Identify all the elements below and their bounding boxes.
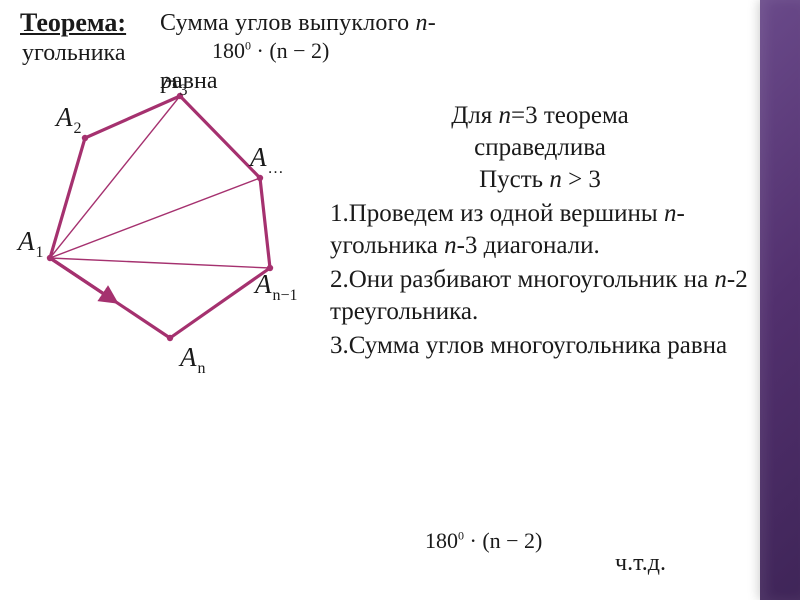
statement-n: n	[415, 10, 427, 36]
proof-step-1: 1.Проведем из одной вершины n-угольника …	[330, 198, 750, 262]
proof-l3-n: n	[549, 166, 562, 193]
proof-line-1: Для n=3 теорема	[330, 100, 750, 132]
statement-part1: Сумма углов выпуклого	[160, 10, 415, 36]
proof-s2-pre: 2.Они разбивают многоугольник на	[330, 266, 714, 293]
svg-text:An−1: An−1	[253, 269, 298, 304]
qed: ч.т.д.	[615, 550, 666, 577]
statement-word: угольника	[22, 40, 126, 67]
proof-s1-n2: n	[444, 232, 457, 259]
statement-text: Сумма углов выпуклого n-	[160, 10, 436, 37]
proof-s2-n: n	[714, 266, 727, 293]
decorative-right-band	[760, 0, 800, 600]
proof-s1-pre: 1.Проведем из одной вершины	[330, 200, 664, 227]
proof-step-3: 3.Сумма углов многоугольника равна	[330, 330, 750, 362]
statement-dash: -	[428, 10, 436, 36]
proof-l1-post: =3 теорема	[511, 102, 629, 129]
svg-text:An: An	[178, 342, 206, 377]
proof-formula: 1800 · (n − 2)	[425, 528, 542, 554]
proof-step-2: 2.Они разбивают многоугольник на n-2 тре…	[330, 264, 750, 328]
svg-text:A3: A3	[160, 78, 188, 99]
proof-l3-pre: Пусть	[479, 166, 549, 193]
polygon-diagram: A1 A2 A3 A… An−1 An	[10, 78, 330, 378]
proof-formula-180: 180	[425, 528, 458, 553]
theorem-title: Теорема:	[20, 8, 126, 38]
proof-l1-n: n	[499, 102, 512, 129]
slide-page: Теорема: Сумма углов выпуклого n- угольн…	[0, 0, 800, 600]
svg-text:A2: A2	[54, 102, 82, 137]
formula-tail: · (n − 2)	[251, 38, 329, 63]
proof-block: Для n=3 теорема справедлива Пусть n > 3 …	[330, 100, 750, 362]
proof-l3-post: > 3	[562, 166, 601, 193]
proof-s1-post: -3 диагонали.	[457, 232, 600, 259]
svg-text:A…: A…	[248, 142, 284, 177]
svg-text:A1: A1	[16, 226, 44, 261]
proof-l1-pre: Для	[451, 102, 498, 129]
proof-line-2: справедлива	[330, 132, 750, 164]
proof-line-3: Пусть n > 3	[330, 164, 750, 196]
proof-s1-n1: n	[664, 200, 677, 227]
formula-180: 180	[212, 38, 245, 63]
proof-formula-tail: · (n − 2)	[464, 528, 542, 553]
statement-formula: 1800 · (n − 2)	[212, 38, 329, 64]
